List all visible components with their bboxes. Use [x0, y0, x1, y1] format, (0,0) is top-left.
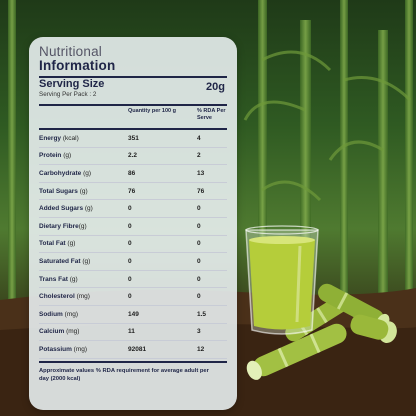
nutrient-rda: 0 [197, 275, 201, 283]
table-row: Total Sugars (g) 76 76 [39, 183, 227, 201]
table-row: Trans Fat (g) 0 0 [39, 271, 227, 289]
nutrient-name: Carbohydrate [39, 169, 82, 177]
divider-serving [39, 104, 227, 106]
nutrient-quantity: 0 [128, 257, 132, 265]
nutrient-quantity: 351 [128, 134, 139, 142]
nutrient-rda: 4 [197, 134, 201, 142]
nutrient-unit: (g) [67, 275, 78, 283]
nutrient-name: Dietary Fibre [39, 222, 79, 230]
nutrient-name: Trans Fat [39, 275, 68, 283]
nutrient-rda: 12 [197, 345, 205, 353]
nutrient-unit: (kcal) [61, 134, 79, 142]
column-header-quantity: Quantity per 100 g [128, 108, 176, 114]
nutrient-name: Protein [39, 152, 62, 160]
table-row: Energy (kcal) 351 4 [39, 130, 227, 148]
nutrient-unit: (mg) [64, 328, 80, 336]
table-row: Protein (g) 2.2 2 [39, 148, 227, 166]
nutrient-quantity: 92081 [128, 345, 147, 353]
rda-footnote: Approximate values % RDA requirement for… [39, 368, 209, 382]
divider-bottom [39, 361, 227, 363]
title-information: Information [39, 58, 116, 73]
nutrition-table: Energy (kcal) 351 4 Protein (g) 2.2 2 Carboh… [39, 130, 227, 359]
nutrient-unit: (g) [83, 205, 93, 213]
nutrient-quantity: 0 [128, 293, 132, 301]
table-row: Saturated Fat (g) 0 0 [39, 253, 227, 271]
nutrient-name: Saturated Fat [39, 257, 81, 265]
nutrient-unit: (mg) [71, 345, 88, 353]
nutrient-quantity: 0 [128, 240, 132, 248]
nutrient-quantity: 0 [128, 205, 132, 213]
nutrient-quantity: 149 [128, 310, 139, 318]
nutrient-name: Cholesterol [39, 293, 75, 301]
nutrient-rda: 0 [197, 240, 201, 248]
nutrient-rda: 0 [197, 205, 201, 213]
nutrient-unit: (g) [78, 222, 87, 230]
nutrient-name: Total Fat [39, 240, 66, 248]
nutrient-name: Potassium [39, 345, 72, 353]
divider-header [39, 128, 227, 130]
sugarcane-stalks [246, 283, 397, 380]
title-nutritional: Nutritional [39, 44, 102, 59]
nutrient-rda: 76 [197, 187, 205, 195]
nutrient-rda: 3 [197, 328, 201, 336]
table-row: Carbohydrate (g) 86 13 [39, 165, 227, 183]
nutrient-rda: 2 [197, 152, 201, 160]
table-row: Added Sugars (g) 0 0 [39, 200, 227, 218]
table-row: Total Fat (g) 0 0 [39, 236, 227, 254]
nutrient-unit: (g) [61, 152, 72, 160]
nutrient-unit: (mg) [62, 310, 79, 318]
nutrient-quantity: 0 [128, 275, 132, 283]
serving-size-label: Serving Size [39, 78, 105, 90]
juice-glass [245, 225, 319, 335]
serving-size-value: 20g [206, 81, 225, 93]
nutrient-unit: (g) [77, 187, 88, 195]
nutrient-quantity: 76 [128, 187, 136, 195]
nutrient-unit: (g) [80, 257, 91, 265]
nutrient-name: Added Sugars [39, 205, 84, 213]
nutrient-quantity: 86 [128, 169, 136, 177]
table-row: Potassium (mg) 92081 12 [39, 341, 227, 359]
table-row: Dietary Fibre(g) 0 0 [39, 218, 227, 236]
column-header-rda: % RDA Per Serve [197, 108, 226, 121]
nutrient-quantity: 0 [128, 222, 132, 230]
nutrient-rda: 0 [197, 257, 201, 265]
nutrient-rda: 1.5 [197, 310, 207, 318]
nutrient-unit: (g) [65, 240, 76, 248]
nutrient-quantity: 11 [128, 328, 135, 336]
nutrition-info-card: Nutritional Information Serving Size 20g… [29, 37, 237, 410]
nutrient-unit: (mg) [74, 293, 90, 301]
nutrient-name: Calcium [39, 328, 65, 336]
nutrient-name: Sodium [39, 310, 63, 318]
nutrient-name: Energy [39, 134, 62, 142]
table-row: Calcium (mg) 11 3 [39, 324, 227, 342]
serving-per-pack: Serving Per Pack : 2 [39, 91, 97, 98]
nutrient-unit: (g) [81, 169, 92, 177]
table-row: Cholesterol (mg) 0 0 [39, 288, 227, 306]
nutrient-quantity: 2.2 [128, 152, 138, 160]
nutrient-rda: 0 [197, 293, 201, 301]
table-row: Sodium (mg) 149 1.5 [39, 306, 227, 324]
divider-top [39, 76, 227, 78]
nutrient-name: Total Sugars [39, 187, 78, 195]
nutrient-rda: 0 [197, 222, 201, 230]
nutrient-rda: 13 [197, 169, 205, 177]
